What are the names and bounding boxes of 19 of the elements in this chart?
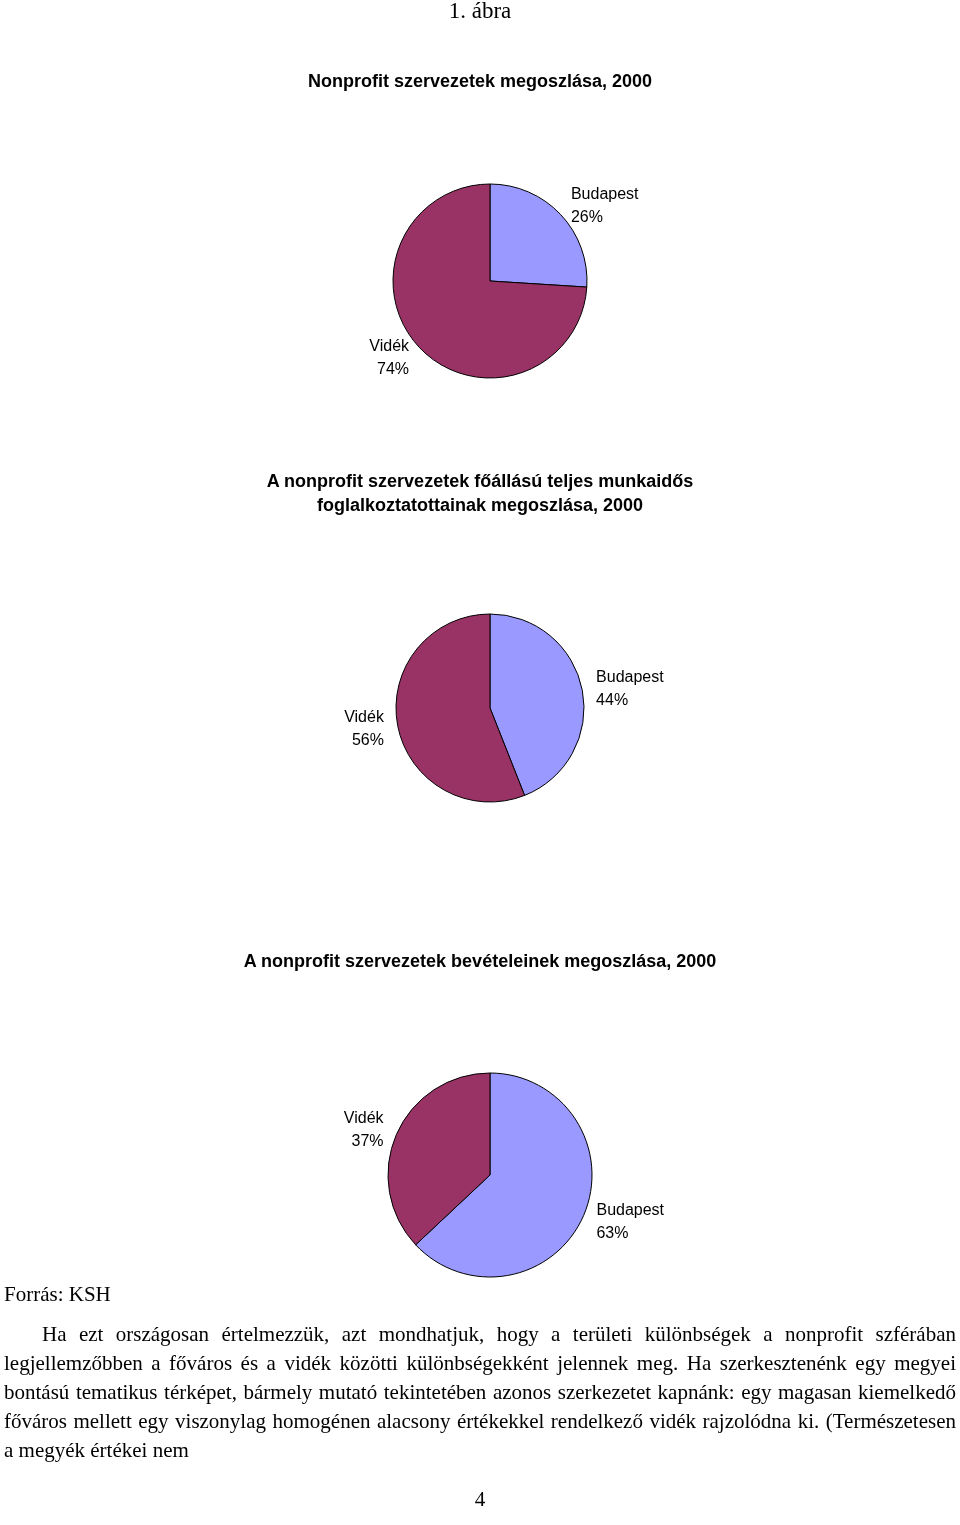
text: 1. ábra: [447, 0, 513, 24]
slice-label: Budapest: [596, 667, 665, 685]
slice-label: Vidék: [369, 336, 411, 354]
chart-title: A nonprofit szervezetek bevételeinek megoszlása, 2000: [243, 951, 717, 971]
data-label: 56%: [351, 731, 384, 749]
slice-label: Vidék: [344, 708, 385, 726]
data-label: 63%: [596, 1224, 629, 1242]
chart-title: A nonprofit szervezetek főállású teljes munkaidős foglalkoztatottainak megoszlása, 2000: [266, 471, 694, 515]
slice-label: Vidék: [343, 1108, 385, 1126]
slice-label: Budapest: [570, 185, 640, 203]
data-label: 44%: [596, 690, 629, 708]
slice-label: Budapest: [596, 1201, 665, 1219]
data-label: 37%: [351, 1131, 384, 1149]
text: Ha ezt országosan értelmezzük, azt mondhatjuk, hogy a területi különbségek a nonprofit szférában legjellemzőbben a főváros és a vidék közötti különbségekként jelennek meg. Ha szerkesztenénk egy megyei bontású tematikus térképet, bármely mutató tekintetében azonos szerkezetet kapnánk: egy magasan kiemelkedő főváros mellett egy viszonylag homogénen alacsony értékekkel rendelkező vidék rajzolódna ki. (Természetesen a megyék értékei nem: [4, 1321, 956, 1464]
text: Forrás: KSH: [4, 1281, 112, 1308]
data-label: 74%: [377, 359, 410, 377]
data-label: 26%: [570, 208, 603, 226]
text: 4: [473, 1486, 487, 1513]
chart-title: Nonprofit szervezetek megoszlása, 2000: [307, 71, 653, 91]
